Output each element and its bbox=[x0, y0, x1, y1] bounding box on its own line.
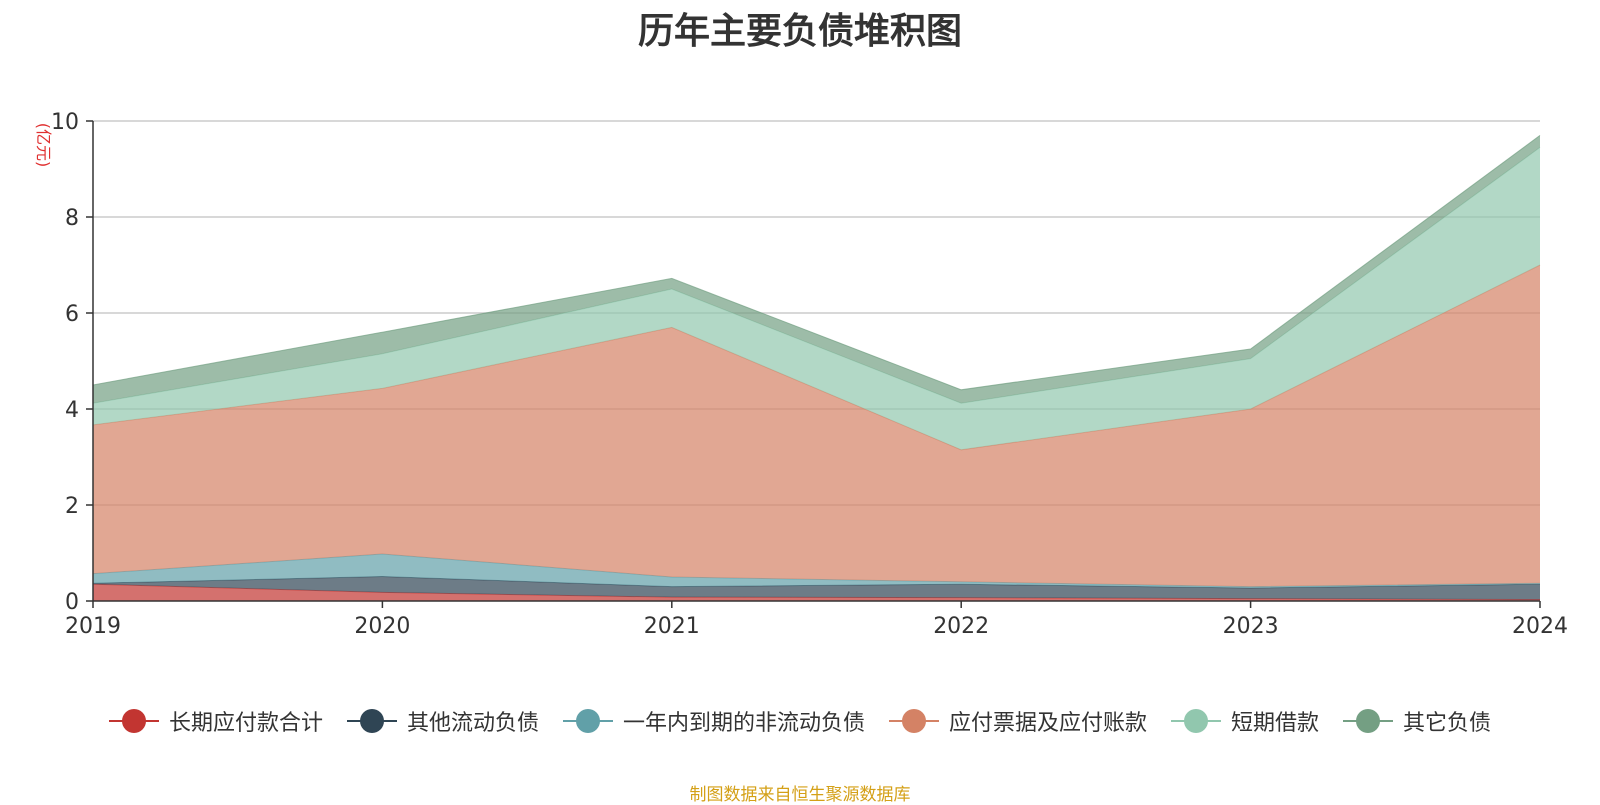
y-tick-label-2: 4 bbox=[65, 398, 79, 423]
area-series-3 bbox=[93, 265, 1540, 587]
x-tick-label-2: 2021 bbox=[644, 614, 700, 639]
x-tick-label-4: 2023 bbox=[1223, 614, 1279, 639]
legend-item-1[interactable]: 其他流动负债 bbox=[346, 705, 539, 737]
legend-item-5[interactable]: 其它负债 bbox=[1343, 705, 1491, 737]
area-series-2 bbox=[93, 553, 1540, 589]
y-tick-label-4: 8 bbox=[65, 206, 79, 231]
legend-marker-icon bbox=[1171, 709, 1222, 733]
legend-item-2[interactable]: 一年内到期的非流动负债 bbox=[562, 705, 865, 737]
legend-marker-icon bbox=[108, 709, 159, 733]
x-tick-label-0: 2019 bbox=[65, 614, 121, 639]
area-line-series-3 bbox=[92, 264, 1541, 451]
chart-legend: 长期应付款合计 其他流动负债 一年内到期的非流动负债 应付票据及应付账款 短期借款 其它负… bbox=[0, 705, 1600, 737]
axes: 0 2 4 6 8 10 2019 2020 2021 2022 2023 2024 bbox=[51, 110, 1568, 639]
area-series-5 bbox=[93, 135, 1540, 404]
y-tick-label-0: 0 bbox=[65, 590, 79, 615]
legend-label: 短期借款 bbox=[1231, 711, 1320, 736]
legend-marker-icon bbox=[346, 709, 397, 733]
area-line-series-0 bbox=[92, 583, 1541, 601]
chart-title: 历年主要负债堆积图 bbox=[637, 11, 962, 52]
legend-item-4[interactable]: 短期借款 bbox=[1171, 705, 1319, 737]
legend-item-0[interactable]: 长期应付款合计 bbox=[108, 705, 323, 737]
legend-marker-icon bbox=[562, 709, 613, 733]
stacked-areas bbox=[92, 134, 1541, 601]
legend-label: 其它负债 bbox=[1403, 711, 1492, 736]
legend-marker-icon bbox=[1343, 709, 1394, 733]
area-series-0 bbox=[93, 584, 1540, 601]
x-tick-label-3: 2022 bbox=[933, 614, 989, 639]
x-tick-label-5: 2024 bbox=[1512, 614, 1568, 639]
y-axis-unit-label: (亿元) bbox=[34, 123, 53, 168]
legend-label: 应付票据及应付账款 bbox=[949, 711, 1148, 736]
legend-label: 其他流动负债 bbox=[406, 711, 539, 736]
legend-label: 长期应付款合计 bbox=[168, 711, 323, 736]
area-series-4 bbox=[93, 147, 1540, 450]
y-tick-label-1: 2 bbox=[65, 494, 79, 519]
legend-label: 一年内到期的非流动负债 bbox=[622, 711, 865, 736]
legend-item-3[interactable]: 应付票据及应付账款 bbox=[889, 705, 1147, 737]
source-note: 制图数据来自恒生聚源数据库 bbox=[689, 785, 911, 805]
x-tick-label-1: 2020 bbox=[354, 614, 410, 639]
area-series-1 bbox=[93, 576, 1540, 600]
y-tick-label-3: 6 bbox=[65, 302, 79, 327]
y-tick-label-5: 10 bbox=[51, 110, 79, 135]
area-line-series-5 bbox=[92, 134, 1541, 391]
legend-marker-icon bbox=[889, 709, 939, 733]
